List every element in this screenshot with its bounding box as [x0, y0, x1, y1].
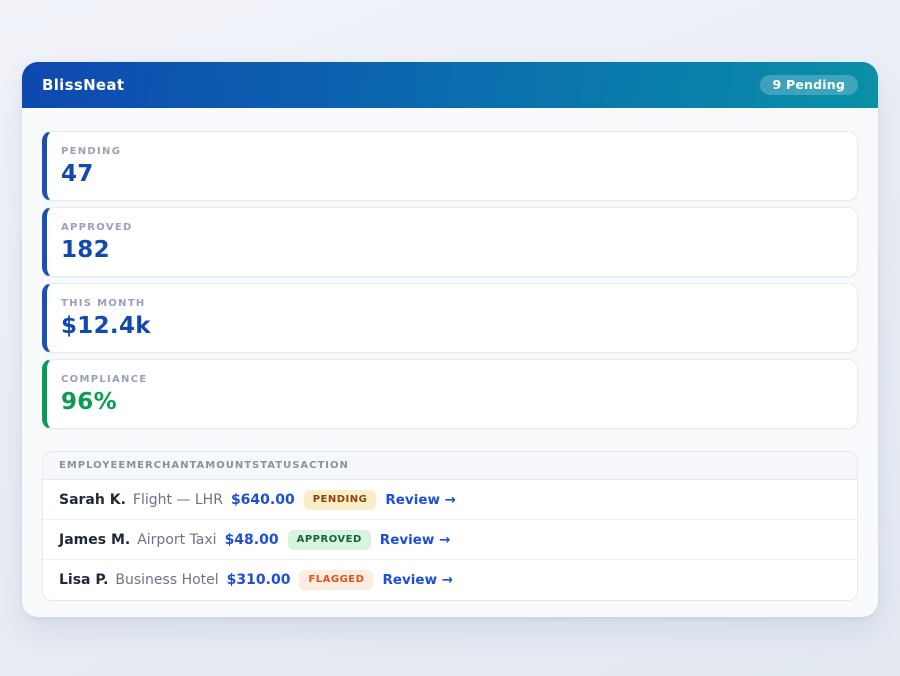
table-row: Lisa P. Business Hotel $310.00 FLAGGED R…: [43, 560, 857, 600]
table-header-row: EMPLOYEEMERCHANTAMOUNTSTATUSACTION: [43, 452, 857, 480]
stat-value: 47: [61, 161, 94, 187]
amount-value: $310.00: [226, 572, 291, 588]
table-row: Sarah K. Flight — LHR $640.00 PENDING Re…: [43, 480, 857, 520]
employee-name: Sarah K.: [59, 491, 126, 508]
pending-count-badge: 9 Pending: [759, 74, 858, 96]
status-badge: PENDING: [303, 489, 377, 510]
stat-card-approved: APPROVED 182: [42, 207, 858, 277]
stat-card-compliance: COMPLIANCE 96%: [42, 359, 858, 429]
employee-name: Lisa P.: [59, 572, 109, 588]
stat-card-this-month: THIS MONTH $12.4k: [42, 283, 858, 353]
review-link[interactable]: Review →: [379, 531, 451, 548]
app-header: BlissNeat 9 Pending: [22, 62, 878, 108]
column-header-status: STATUS: [252, 460, 301, 471]
stat-label: THIS MONTH: [61, 298, 146, 309]
app-title: BlissNeat: [42, 76, 125, 94]
merchant-label: Airport Taxi: [137, 531, 217, 548]
stat-label: PENDING: [61, 146, 122, 157]
column-header-action: ACTION: [300, 460, 349, 471]
stat-card-pending: PENDING 47: [42, 131, 858, 201]
amount-value: $640.00: [230, 491, 295, 508]
table-row: James M. Airport Taxi $48.00 APPROVED Re…: [43, 520, 857, 560]
stat-label: COMPLIANCE: [61, 374, 148, 385]
expense-table: EMPLOYEEMERCHANTAMOUNTSTATUSACTION Sarah…: [42, 451, 858, 601]
review-link[interactable]: Review →: [382, 572, 454, 588]
dashboard-card: BlissNeat 9 Pending PENDING 47 APPROVED …: [22, 62, 878, 617]
stat-value: $12.4k: [61, 313, 151, 339]
review-link[interactable]: Review →: [385, 491, 456, 508]
employee-name: James M.: [59, 531, 131, 548]
status-badge: FLAGGED: [299, 570, 374, 590]
status-badge: APPROVED: [287, 529, 371, 550]
column-header-amount: AMOUNT: [196, 460, 253, 471]
merchant-label: Flight — LHR: [132, 491, 223, 508]
column-header-merchant: MERCHANT: [126, 460, 197, 471]
stat-value: 182: [61, 237, 110, 263]
stat-label: APPROVED: [61, 222, 133, 233]
dashboard-content: PENDING 47 APPROVED 182 THIS MONTH $12.4…: [22, 108, 878, 601]
merchant-label: Business Hotel: [115, 572, 219, 588]
amount-value: $48.00: [224, 531, 279, 548]
column-header-employee: EMPLOYEE: [59, 460, 127, 471]
stat-value: 96%: [61, 389, 117, 415]
